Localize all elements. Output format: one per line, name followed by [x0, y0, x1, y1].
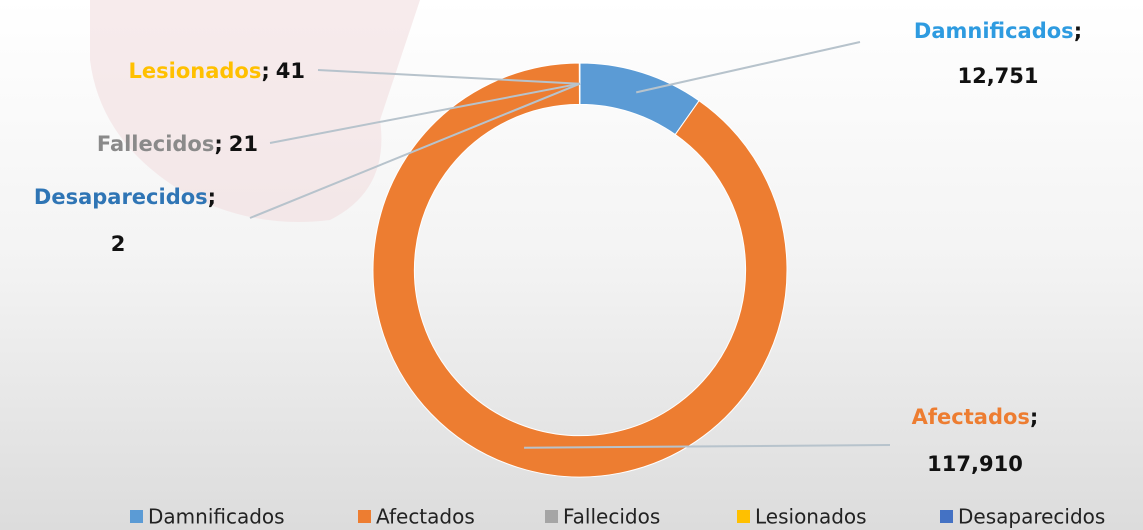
label-category: Desaparecidos: [34, 185, 208, 209]
label-value: 41: [276, 59, 305, 83]
leader-line: [317, 69, 580, 85]
leader-line: [269, 82, 580, 144]
leader-line: [249, 82, 581, 219]
data-label: Lesionados; 41: [129, 59, 305, 83]
decoration: [90, 0, 420, 222]
leader-line: [635, 41, 861, 94]
legend-swatch: [545, 510, 558, 523]
legend-label: Afectados: [376, 505, 475, 529]
data-label: Desaparecidos;: [34, 185, 216, 209]
leader-line: [524, 444, 891, 449]
legend-swatch: [737, 510, 750, 523]
data-label: Damnificados;: [914, 19, 1082, 43]
legend-label: Lesionados: [755, 505, 867, 529]
label-category: Afectados: [912, 405, 1030, 429]
donut-slice: [372, 62, 788, 478]
label-separator: ;: [208, 185, 216, 209]
legend-swatch: [130, 510, 143, 523]
data-label: Fallecidos; 21: [97, 132, 258, 156]
label-separator: ;: [214, 132, 222, 156]
label-value: 21: [229, 132, 258, 156]
legend-label: Damnificados: [148, 505, 285, 529]
label-category: Fallecidos: [97, 132, 215, 156]
legend-label: Desaparecidos: [958, 505, 1105, 529]
data-label-value: 2: [111, 232, 126, 256]
label-separator: ;: [261, 59, 269, 83]
label-separator: ;: [1074, 19, 1082, 43]
data-label: Afectados;: [912, 405, 1039, 429]
legend-swatch: [940, 510, 953, 523]
legend-swatch: [358, 510, 371, 523]
label-category: Lesionados: [129, 59, 262, 83]
label-category: Damnificados: [914, 19, 1074, 43]
data-label-value: 117,910: [927, 452, 1023, 476]
data-label-value: 12,751: [957, 64, 1038, 88]
label-separator: ;: [1030, 405, 1038, 429]
legend-label: Fallecidos: [563, 505, 660, 529]
